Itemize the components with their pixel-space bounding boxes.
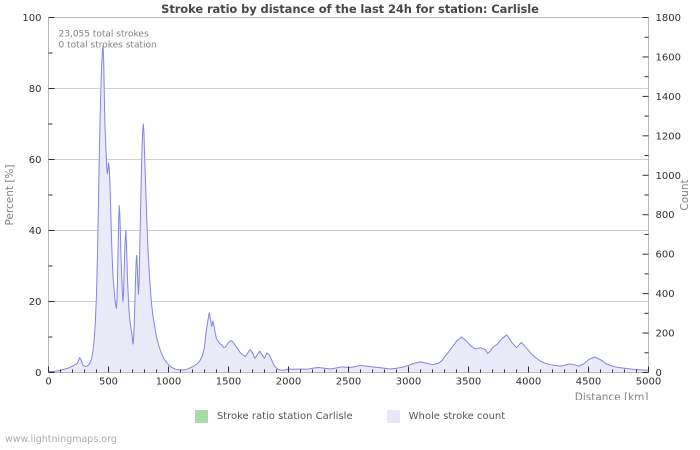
y-left-tick-label: 40: [29, 226, 42, 237]
chart-title: Stroke ratio by distance of the last 24h…: [161, 2, 539, 16]
y-right-tick-label: 1400: [656, 92, 681, 103]
legend-item-stroke-ratio[interactable]: Stroke ratio station Carlisle: [194, 410, 353, 423]
y-right-tick-label: 1000: [656, 171, 681, 182]
x-tick-label: 3500: [456, 377, 481, 388]
legend-label-stroke-ratio: Stroke ratio station Carlisle: [216, 411, 353, 422]
legend-item-whole-stroke-count[interactable]: Whole stroke count: [386, 410, 506, 423]
footer-watermark: www.lightningmaps.org: [5, 434, 117, 445]
x-tick-label: 0: [45, 377, 51, 388]
x-tick-label: 3000: [396, 377, 421, 388]
y-left-tick-label: 60: [29, 155, 42, 166]
legend-swatch-whole-stroke-count: [386, 410, 400, 423]
y-left-tick-label: 100: [22, 13, 41, 24]
y-right-tick-label: 600: [656, 250, 675, 261]
x-tick-label: 2000: [276, 377, 301, 388]
x-axis-title: Distance [km]: [575, 392, 649, 401]
x-tick-label: 2500: [336, 377, 361, 388]
y-right-tick-label: 1600: [656, 52, 681, 63]
y-right-tick-label: 400: [656, 289, 675, 300]
y-left-axis-title: Percent [%]: [4, 164, 16, 225]
annotation-total-strokes-station: 0 total strokes station: [59, 41, 157, 51]
x-tick-label: 1000: [156, 377, 181, 388]
y-right-tick-label: 0: [656, 368, 662, 379]
x-tick-label: 5000: [636, 377, 661, 388]
y-right-tick-label: 1200: [656, 131, 681, 142]
x-tick-label: 4500: [576, 377, 601, 388]
y-right-tick-label: 1800: [656, 13, 681, 24]
annotation-total-strokes: 23,055 total strokes: [59, 30, 149, 40]
legend-label-whole-stroke-count: Whole stroke count: [408, 411, 506, 422]
x-tick-label: 1500: [216, 377, 241, 388]
y-right-tick-label: 800: [656, 210, 675, 221]
chart-plot-area: 0 500 1000 1500 2000 2500 3000 3500 4000 4500 5000…: [4, 13, 691, 401]
legend-swatch-stroke-ratio: [194, 410, 208, 423]
series-line-whole-stroke-count: [48, 45, 649, 373]
y-left-tick-label: 80: [29, 84, 42, 95]
x-tick-label: 500: [99, 377, 118, 388]
y-left-tick-label: 0: [35, 368, 41, 379]
series-area-whole-stroke-count: [48, 45, 649, 373]
y-left-tick-label: 20: [29, 297, 42, 308]
chart-legend: Stroke ratio station Carlisle Whole stro…: [0, 410, 700, 423]
y-right-tick-label: 200: [656, 329, 675, 340]
y-right-axis-title: Count: [679, 179, 691, 210]
x-tick-label: 4000: [516, 377, 541, 388]
